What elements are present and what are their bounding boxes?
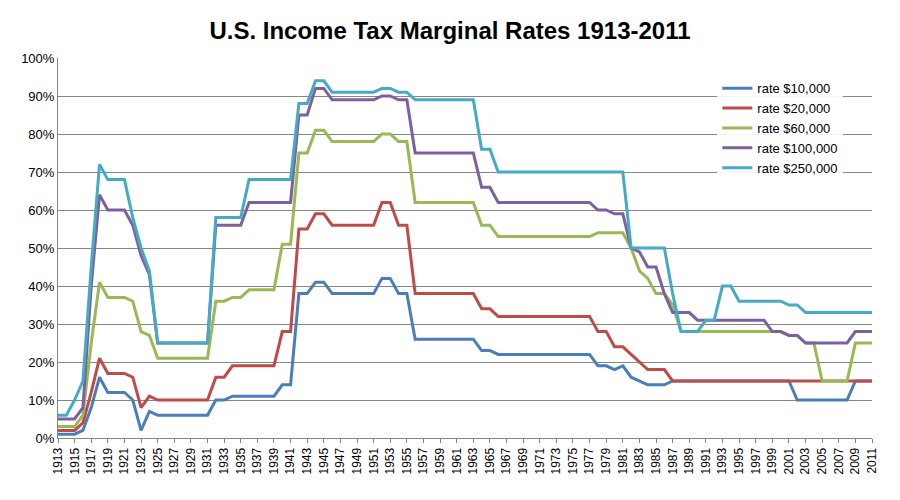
svg-text:30%: 30% [28, 317, 54, 332]
svg-text:2001: 2001 [782, 447, 796, 474]
svg-text:1947: 1947 [333, 447, 347, 474]
svg-text:20%: 20% [28, 355, 54, 370]
svg-text:1941: 1941 [283, 447, 297, 474]
svg-text:10%: 10% [28, 393, 54, 408]
svg-text:1921: 1921 [117, 447, 131, 474]
svg-text:1961: 1961 [450, 447, 464, 474]
svg-text:1935: 1935 [234, 447, 248, 474]
svg-text:1963: 1963 [466, 447, 480, 474]
svg-text:1971: 1971 [533, 447, 547, 474]
svg-text:1989: 1989 [682, 447, 696, 474]
svg-text:1915: 1915 [68, 447, 82, 474]
svg-text:1991: 1991 [699, 447, 713, 474]
svg-text:2007: 2007 [832, 447, 846, 474]
svg-text:70%: 70% [28, 165, 54, 180]
svg-text:1967: 1967 [499, 447, 513, 474]
svg-text:1919: 1919 [101, 447, 115, 474]
svg-text:rate $10,000: rate $10,000 [757, 81, 830, 96]
svg-text:1973: 1973 [549, 447, 563, 474]
svg-text:1959: 1959 [433, 447, 447, 474]
svg-text:1981: 1981 [616, 447, 630, 474]
svg-text:1945: 1945 [317, 447, 331, 474]
svg-text:1985: 1985 [649, 447, 663, 474]
svg-text:1999: 1999 [765, 447, 779, 474]
svg-text:1953: 1953 [383, 447, 397, 474]
svg-text:1977: 1977 [582, 447, 596, 474]
svg-text:1949: 1949 [350, 447, 364, 474]
svg-text:1913: 1913 [51, 447, 65, 474]
svg-text:rate $250,000: rate $250,000 [757, 161, 837, 176]
svg-text:1931: 1931 [200, 447, 214, 474]
svg-text:1951: 1951 [367, 447, 381, 474]
svg-text:1995: 1995 [732, 447, 746, 474]
svg-text:40%: 40% [28, 279, 54, 294]
svg-text:60%: 60% [28, 203, 54, 218]
svg-text:1943: 1943 [300, 447, 314, 474]
svg-text:100%: 100% [21, 51, 55, 66]
svg-text:1939: 1939 [267, 447, 281, 474]
svg-text:2011: 2011 [865, 447, 879, 473]
svg-text:80%: 80% [28, 127, 54, 142]
svg-text:rate $100,000: rate $100,000 [757, 141, 837, 156]
svg-text:1917: 1917 [84, 447, 98, 474]
svg-text:rate $60,000: rate $60,000 [757, 121, 830, 136]
svg-text:1993: 1993 [715, 447, 729, 474]
svg-text:1925: 1925 [151, 447, 165, 474]
svg-text:1965: 1965 [483, 447, 497, 474]
svg-text:U.S. Income Tax Marginal Rates: U.S. Income Tax Marginal Rates 1913-2011 [209, 17, 690, 44]
svg-text:2005: 2005 [815, 447, 829, 474]
svg-text:1923: 1923 [134, 447, 148, 474]
svg-text:1997: 1997 [749, 447, 763, 474]
svg-text:50%: 50% [28, 241, 54, 256]
svg-text:1975: 1975 [566, 447, 580, 474]
svg-text:2009: 2009 [848, 447, 862, 474]
svg-text:1933: 1933 [217, 447, 231, 474]
svg-text:1937: 1937 [250, 447, 264, 474]
svg-text:rate $20,000: rate $20,000 [757, 101, 830, 116]
svg-text:1987: 1987 [666, 447, 680, 474]
svg-text:1927: 1927 [167, 447, 181, 474]
svg-text:1957: 1957 [416, 447, 430, 474]
svg-text:1929: 1929 [184, 447, 198, 474]
svg-text:1969: 1969 [516, 447, 530, 474]
svg-text:2003: 2003 [798, 447, 812, 474]
svg-text:1983: 1983 [632, 447, 646, 474]
svg-text:1955: 1955 [400, 447, 414, 474]
svg-text:90%: 90% [28, 89, 54, 104]
svg-text:1979: 1979 [599, 447, 613, 474]
svg-text:0%: 0% [36, 431, 55, 446]
